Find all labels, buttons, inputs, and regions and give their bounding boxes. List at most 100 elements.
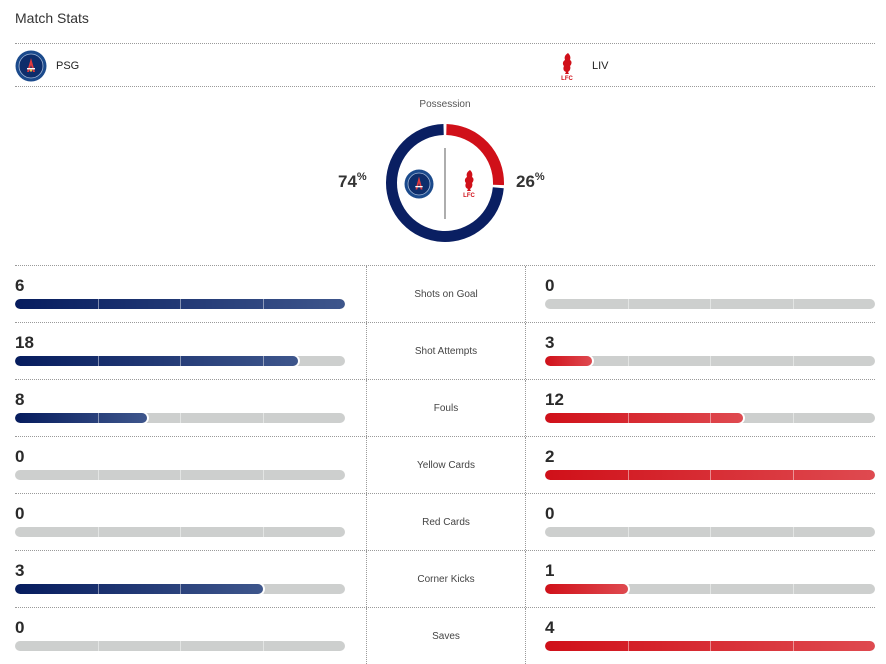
percent-sign: % xyxy=(356,171,367,183)
bar-tick xyxy=(627,641,629,651)
home-stat-bar xyxy=(15,356,345,366)
home-possession-number: 74 xyxy=(338,172,357,191)
away-stat-bar-fill xyxy=(545,470,875,480)
away-stat-value: 2 xyxy=(545,447,555,466)
bar-tick xyxy=(792,413,794,423)
home-stat-bar xyxy=(15,584,345,594)
bar-tick xyxy=(710,584,711,594)
psg-crest-icon xyxy=(404,169,434,199)
stat-label: Saves xyxy=(366,608,526,664)
home-stat-bar xyxy=(15,470,345,480)
away-stat-bar xyxy=(545,584,875,594)
lfc-crest-icon: LFC xyxy=(463,170,475,199)
stat-label: Shot Attempts xyxy=(366,323,526,379)
bar-tick xyxy=(262,584,264,594)
bar-tick xyxy=(97,527,99,537)
lfc-crest-icon: LFC xyxy=(551,50,583,82)
bar-tick xyxy=(97,299,99,309)
bar-tick xyxy=(627,584,629,594)
bar-tick xyxy=(627,299,629,309)
home-stat-value: 0 xyxy=(15,447,25,466)
home-stat-value: 6 xyxy=(15,276,25,295)
away-stat-value: 4 xyxy=(545,618,555,637)
away-stat-bar xyxy=(545,641,875,651)
home-team[interactable]: PSG xyxy=(15,50,79,82)
possession-donut: LFC xyxy=(386,124,504,242)
away-possession-arc xyxy=(446,124,504,186)
home-stat-value: 18 xyxy=(15,333,34,352)
bar-tick xyxy=(97,641,99,651)
stat-row: 0 Red Cards 0 xyxy=(15,493,875,550)
bar-tick xyxy=(180,413,181,423)
bar-tick xyxy=(262,641,264,651)
bar-tick xyxy=(710,413,711,423)
bar-tick xyxy=(97,584,99,594)
bar-tick xyxy=(710,356,711,366)
stat-row: 8 Fouls 12 xyxy=(15,379,875,436)
divider xyxy=(15,43,875,44)
home-stat-value: 8 xyxy=(15,390,25,409)
bar-tick xyxy=(180,641,181,651)
bar-tick xyxy=(710,470,711,480)
page-title: Match Stats xyxy=(15,10,89,26)
away-stat-value: 0 xyxy=(545,276,555,295)
stat-row: 3 Corner Kicks 1 xyxy=(15,550,875,607)
away-stat-bar xyxy=(545,356,875,366)
away-stat-bar xyxy=(545,470,875,480)
possession-label: Possession xyxy=(419,99,471,110)
away-possession-value: 26% xyxy=(516,171,545,192)
stats-table: 6 Shots on Goal 0 18 Shot Attempts 3 8 Fouls 1 2 0… xyxy=(15,265,875,664)
bar-tick xyxy=(262,527,264,537)
bar-tick xyxy=(792,641,794,651)
stat-row: 18 Shot Attempts 3 xyxy=(15,322,875,379)
bar-tick xyxy=(627,356,629,366)
away-stat-value: 1 xyxy=(545,561,555,580)
stat-label: Fouls xyxy=(366,380,526,436)
bar-tick xyxy=(97,470,99,480)
home-stat-bar-fill xyxy=(15,584,263,594)
bar-tick xyxy=(97,413,99,423)
bar-tick xyxy=(180,584,181,594)
percent-sign: % xyxy=(534,171,545,183)
bar-tick xyxy=(792,527,794,537)
home-stat-bar xyxy=(15,299,345,309)
bar-tick xyxy=(710,527,711,537)
bar-tick xyxy=(792,584,794,594)
home-possession-value: 74% xyxy=(338,171,367,192)
psg-crest-icon xyxy=(15,50,47,82)
bar-tick xyxy=(97,356,99,366)
stat-label: Shots on Goal xyxy=(366,266,526,322)
home-stat-value: 3 xyxy=(15,561,25,580)
away-stat-bar xyxy=(545,299,875,309)
away-possession-number: 26 xyxy=(516,172,535,191)
bar-tick xyxy=(262,299,264,309)
stat-row: 6 Shots on Goal 0 xyxy=(15,265,875,322)
bar-tick xyxy=(180,470,181,480)
stat-label: Corner Kicks xyxy=(366,551,526,607)
stat-row: 0 Saves 4 xyxy=(15,607,875,664)
bar-tick xyxy=(180,356,181,366)
bar-tick xyxy=(180,299,181,309)
away-stat-bar-fill xyxy=(545,413,743,423)
bar-tick xyxy=(627,413,629,423)
bar-tick xyxy=(180,527,181,537)
away-stat-bar-fill xyxy=(545,584,628,594)
away-stat-value: 0 xyxy=(545,504,555,523)
away-stat-bar-fill xyxy=(545,356,593,366)
away-team-abbr: LIV xyxy=(592,60,609,72)
home-stat-bar xyxy=(15,413,345,423)
stat-label: Red Cards xyxy=(366,494,526,550)
home-stat-bar-fill xyxy=(15,356,298,366)
bar-tick xyxy=(792,356,794,366)
away-team[interactable]: LFC LIV xyxy=(551,50,609,82)
home-stat-bar-fill xyxy=(15,299,345,309)
stat-label: Yellow Cards xyxy=(366,437,526,493)
home-stat-bar xyxy=(15,527,345,537)
home-stat-bar-fill xyxy=(15,413,147,423)
svg-text:LFC: LFC xyxy=(463,193,475,199)
bar-tick xyxy=(262,356,264,366)
home-stat-value: 0 xyxy=(15,618,25,637)
bar-tick xyxy=(792,299,794,309)
away-stat-bar xyxy=(545,413,875,423)
away-stat-bar xyxy=(545,527,875,537)
